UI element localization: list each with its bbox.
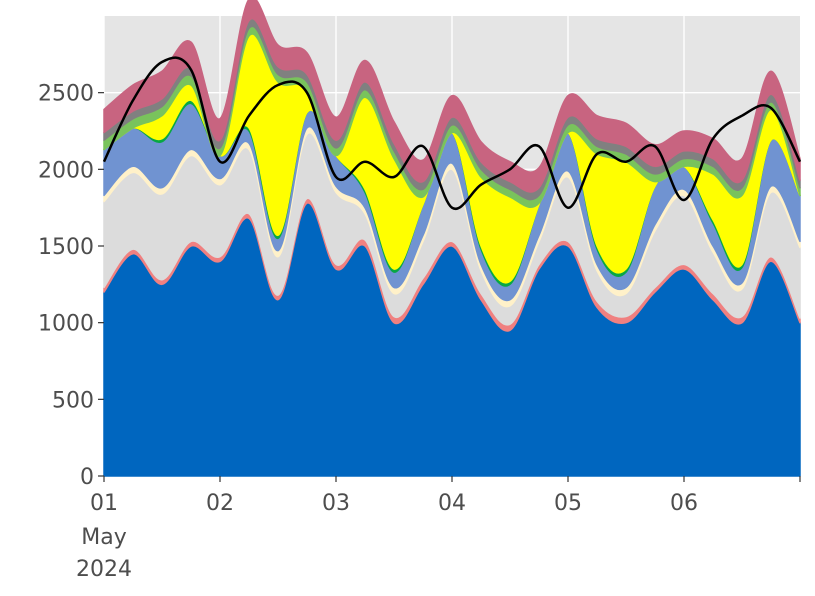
x-tick-label-5: 06	[670, 491, 698, 516]
y-tick-label-2: 1000	[38, 312, 94, 337]
x-tick-label-0: 01	[90, 491, 118, 516]
x-tick-label-1: 02	[206, 491, 234, 516]
x-tick-label-2: 03	[322, 491, 350, 516]
y-tick-label-4: 2000	[38, 158, 94, 183]
line-series	[102, 56, 802, 211]
x-tick-label-3: 04	[438, 491, 466, 516]
y-tick-label-0: 0	[80, 465, 94, 490]
y-tick-label-1: 500	[52, 388, 94, 413]
area-series-9	[103, 0, 801, 193]
x-year-label: 2024	[76, 557, 132, 582]
axes: 0 500 1000 1500 2000 2500 01 02 03 04 05 06	[38, 82, 801, 516]
x-month-label: May	[81, 525, 126, 550]
y-tick-label-5: 2500	[38, 82, 94, 107]
total-line	[102, 56, 802, 211]
stacked-areas	[103, 0, 801, 477]
y-tick-label-3: 1500	[38, 235, 94, 260]
x-tick-label-4: 05	[554, 491, 582, 516]
